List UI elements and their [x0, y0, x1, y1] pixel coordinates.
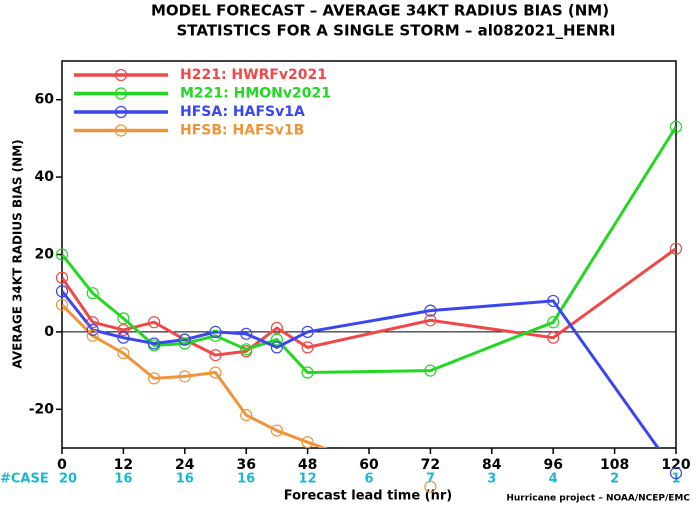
- x-tick-label: 24: [175, 457, 195, 473]
- data-point: [178, 370, 191, 383]
- plot-frame: [61, 60, 677, 449]
- data-point: [547, 316, 560, 329]
- data-point: [55, 271, 69, 284]
- data-point: [669, 467, 683, 480]
- legend-label: M221: HMONv2021: [180, 86, 331, 102]
- y-tick-label: 20: [35, 247, 55, 263]
- case-count: 6: [364, 472, 373, 487]
- data-point: [117, 323, 130, 337]
- data-point: [148, 337, 161, 350]
- chart-title: MODEL FORECAST – AVERAGE 34KT RADIUS BIA…: [151, 2, 609, 20]
- data-point: [424, 304, 437, 317]
- data-point: [209, 349, 222, 362]
- data-point: [240, 327, 253, 340]
- case-count: 12: [299, 472, 317, 487]
- series-line: [62, 290, 660, 448]
- case-count: 7: [426, 472, 435, 487]
- data-point: [55, 298, 69, 311]
- data-point: [240, 409, 253, 422]
- case-count: 20: [59, 472, 77, 487]
- data-point: [669, 242, 683, 255]
- series-line: [62, 247, 676, 357]
- x-tick-label: 96: [543, 457, 562, 473]
- x-tick-label: 108: [600, 457, 629, 473]
- data-point: [424, 480, 437, 493]
- data-point: [547, 331, 560, 344]
- data-point: [424, 314, 437, 327]
- x-tick-label: 12: [114, 457, 133, 473]
- legend-marker: [114, 87, 128, 100]
- data-point: [669, 120, 683, 133]
- data-point: [178, 333, 191, 346]
- plot-lines: [62, 125, 676, 448]
- data-point: [117, 331, 130, 344]
- case-count: 2: [610, 472, 619, 487]
- y-tick-label: 40: [35, 169, 55, 185]
- y-tick-label: -20: [29, 401, 55, 417]
- legend-marker: [114, 105, 128, 119]
- data-point: [547, 294, 560, 308]
- x-tick-label: 0: [57, 457, 67, 473]
- data-point: [86, 287, 99, 300]
- legend-marker: [114, 124, 128, 137]
- data-point: [301, 325, 314, 338]
- data-point: [270, 321, 283, 335]
- x-tick-label: 60: [359, 457, 379, 473]
- x-tick-label: 120: [661, 457, 690, 473]
- case-count: 16: [237, 472, 255, 487]
- case-label: #CASE: [0, 472, 49, 487]
- data-point: [270, 333, 283, 346]
- data-point: [86, 323, 99, 337]
- data-point: [209, 325, 222, 338]
- case-count: 3: [487, 472, 496, 487]
- chart-subtitle: STATISTICS FOR A SINGLE STORM – al082021…: [176, 22, 615, 40]
- legend-marker: [114, 68, 128, 82]
- x-tick-label: 48: [298, 457, 317, 473]
- data-point: [424, 364, 437, 377]
- y-axis-label: AVERAGE 34KT RADIUS BIAS (NM): [11, 139, 25, 368]
- data-point: [55, 248, 69, 261]
- data-point: [301, 436, 314, 449]
- data-point: [270, 424, 283, 437]
- x-tick-label: 84: [482, 457, 502, 473]
- data-point: [178, 337, 191, 350]
- legend-label: HFSB: HAFSv1B: [180, 123, 304, 139]
- data-point: [117, 347, 130, 360]
- series-line: [62, 303, 329, 448]
- y-tick-label: 0: [44, 324, 54, 340]
- legend-label: HFSA: HAFSv1A: [180, 104, 305, 120]
- data-point: [148, 316, 161, 329]
- data-point: [209, 329, 222, 342]
- y-tick-label: 60: [35, 92, 55, 108]
- x-axis-label: Forecast lead time (hr): [284, 489, 452, 504]
- x-tick-label: 36: [236, 457, 255, 473]
- case-count: 16: [114, 472, 132, 487]
- data-point: [55, 285, 69, 298]
- case-count: 4: [549, 472, 558, 487]
- footer: Hurricane project – NOAA/NCEP/EMC: [506, 494, 690, 504]
- data-point: [117, 312, 130, 325]
- data-point: [86, 329, 99, 342]
- legend-label: H221: HWRFv2021: [180, 67, 327, 83]
- x-tick-label: 72: [421, 457, 440, 473]
- series-line: [62, 125, 676, 375]
- data-point: [270, 341, 283, 354]
- data-point: [148, 372, 161, 385]
- case-count: 16: [176, 472, 194, 487]
- data-point: [86, 316, 99, 329]
- data-point: [301, 366, 314, 379]
- data-point: [301, 341, 314, 354]
- data-point: [209, 366, 222, 379]
- data-point: [240, 343, 253, 356]
